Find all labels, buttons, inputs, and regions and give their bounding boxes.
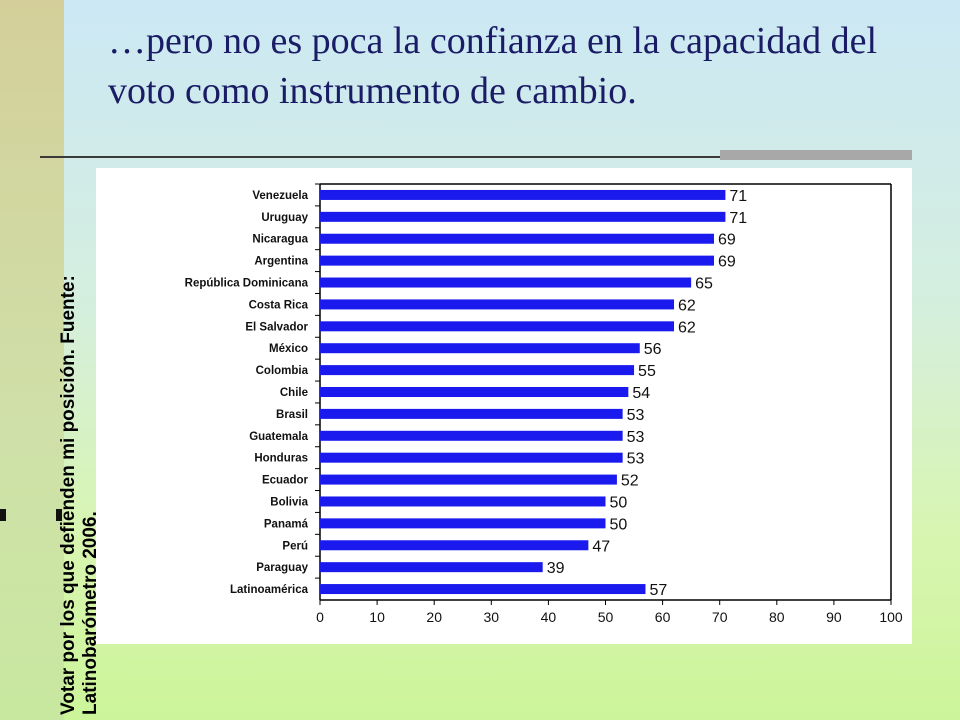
bar [320,518,606,529]
x-tick-label: 50 [598,609,614,625]
x-tick-label: 10 [369,609,385,625]
value-label: 57 [649,582,667,599]
category-label: Brasil [276,409,308,421]
value-label: 55 [638,363,656,380]
bar [320,189,726,200]
bar [320,474,617,485]
category-label: Bolivia [270,496,308,508]
bar [320,562,543,573]
category-label: Panamá [264,518,309,530]
category-label: Guatemala [249,431,308,443]
value-label: 62 [678,297,696,314]
x-tick-label: 0 [316,609,324,625]
x-tick-label: 60 [655,609,671,625]
x-tick-label: 100 [879,609,903,625]
category-label: Paraguay [256,562,308,574]
bar [320,584,646,595]
x-tick-label: 80 [769,609,785,625]
category-label: El Salvador [245,321,308,333]
x-tick-label: 40 [541,609,557,625]
category-label: República Dominicana [185,278,309,290]
bar [320,343,640,354]
category-label: Venezuela [252,190,308,202]
value-label: 53 [627,429,645,446]
caption-marker-right [56,509,62,521]
bar [320,408,623,419]
bar [320,255,714,266]
bar [320,233,714,244]
bar [320,540,589,551]
x-tick-label: 90 [826,609,842,625]
category-label: Honduras [254,453,308,465]
value-label: 39 [547,560,565,577]
bar [320,496,606,507]
slide-title: …pero no es poca la confianza en la capa… [108,20,878,112]
category-label: Perú [282,540,308,552]
value-label: 52 [621,473,639,490]
value-label: 47 [592,538,610,555]
x-tick-label: 70 [712,609,728,625]
category-label: Uruguay [261,212,308,224]
value-label: 71 [729,188,747,205]
chart-panel: Venezuela 71 Uruguay 71 Nicaragua 69 Argentina… [96,168,912,644]
bar [320,211,726,222]
value-label: 50 [610,516,628,533]
bar [320,387,629,397]
bar [320,277,692,288]
bar [320,430,623,441]
value-label: 65 [695,276,713,293]
caption-marker-left [0,509,6,521]
bar [320,299,675,310]
value-label: 53 [627,407,645,424]
category-label: Colombia [256,365,309,377]
category-label: Argentina [254,256,308,268]
value-label: 62 [678,319,696,336]
value-label: 50 [610,494,628,511]
bar-chart: Venezuela 71 Uruguay 71 Nicaragua 69 Argentina… [185,183,903,625]
category-label: México [269,343,308,355]
category-label: Costa Rica [249,299,309,311]
value-label: 71 [729,210,747,227]
category-label: Ecuador [262,475,309,487]
side-band [0,0,64,720]
bar [320,365,635,376]
value-label: 53 [627,451,645,468]
value-label: 69 [718,232,736,249]
value-label: 56 [644,341,662,358]
value-label: 54 [632,385,650,402]
category-label: Nicaragua [252,234,308,246]
bar [320,321,675,332]
x-tick-label: 20 [426,609,442,625]
title-rule [40,156,912,158]
bar [320,452,623,463]
category-label: Chile [280,387,308,399]
x-tick-label: 30 [484,609,500,625]
title-rule-accent [720,150,912,160]
value-label: 69 [718,254,736,271]
category-label: Latinoamérica [230,584,309,596]
